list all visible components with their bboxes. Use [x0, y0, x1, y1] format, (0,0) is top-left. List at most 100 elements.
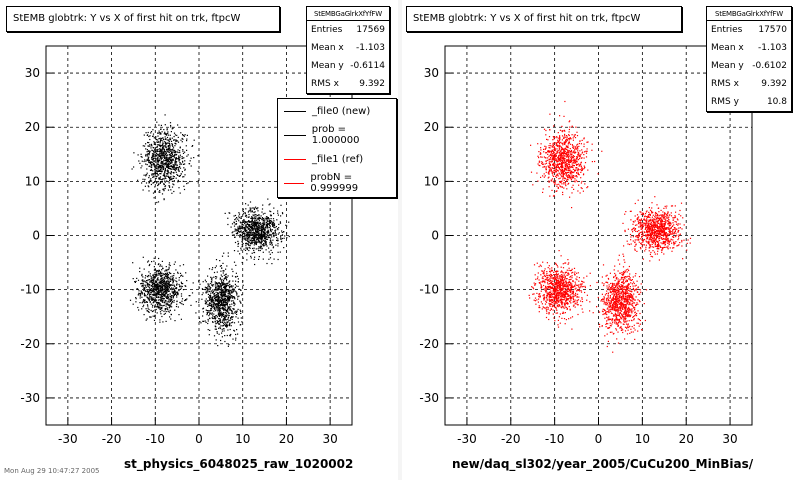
scatter-point [209, 294, 211, 297]
scatter-point [153, 293, 155, 295]
scatter-point [164, 275, 166, 277]
scatter-point [249, 236, 251, 238]
scatter-point [215, 265, 217, 267]
scatter-point [132, 303, 134, 305]
scatter-point [578, 145, 580, 147]
scatter-point [567, 147, 569, 149]
scatter-point [158, 183, 160, 185]
scatter-point [220, 265, 222, 267]
scatter-point [164, 282, 166, 284]
scatter-point [664, 232, 666, 234]
scatter-point [164, 291, 166, 293]
scatter-point [204, 279, 206, 281]
scatter-point [166, 164, 169, 166]
scatter-point [253, 225, 255, 227]
scatter-point [168, 262, 171, 264]
scatter-point [217, 289, 219, 291]
scatter-point [171, 155, 173, 157]
scatter-point [565, 165, 567, 168]
scatter-point [151, 153, 154, 155]
scatter-point [245, 247, 247, 249]
scatter-point [262, 234, 264, 236]
scatter-point [569, 177, 571, 179]
scatter-point [228, 296, 231, 298]
scatter-point [223, 291, 225, 293]
scatter-point [221, 316, 223, 318]
scatter-point [162, 285, 164, 287]
scatter-point [223, 274, 225, 276]
scatter-point [172, 276, 174, 279]
scatter-point [158, 141, 160, 143]
scatter-point [141, 308, 143, 310]
scatter-point [661, 215, 663, 217]
scatter-point [168, 185, 170, 187]
scatter-point [574, 175, 576, 177]
scatter-point [152, 157, 154, 160]
scatter-point [190, 157, 192, 159]
scatter-point [256, 230, 258, 232]
scatter-point [566, 171, 569, 174]
scatter-point [162, 299, 164, 301]
scatter-point [559, 154, 561, 156]
scatter-point [558, 173, 560, 175]
scatter-point [562, 160, 564, 162]
scatter-point [164, 145, 166, 147]
scatter-point [624, 230, 626, 233]
scatter-point [146, 304, 149, 306]
scatter-point [567, 143, 569, 145]
scatter-point [254, 229, 256, 231]
scatter-point [158, 153, 160, 155]
scatter-point [564, 177, 566, 179]
scatter-point [207, 322, 209, 325]
scatter-point [171, 159, 173, 161]
scatter-point [221, 328, 223, 330]
scatter-point [269, 253, 271, 255]
scatter-point [208, 291, 210, 293]
scatter-point [214, 316, 216, 318]
scatter-point [564, 160, 566, 162]
scatter-point [160, 277, 162, 280]
scatter-point [181, 282, 183, 285]
scatter-point [165, 166, 167, 168]
scatter-point [241, 232, 243, 234]
scatter-point [567, 151, 569, 153]
scatter-point [258, 258, 260, 260]
scatter-point [547, 151, 549, 153]
scatter-point [561, 130, 563, 132]
scatter-point [132, 289, 134, 291]
scatter-point [565, 167, 567, 169]
scatter-point [225, 304, 227, 306]
scatter-point [166, 149, 168, 151]
scatter-point [273, 234, 275, 236]
scatter-point [166, 281, 168, 283]
scatter-point [165, 146, 167, 148]
scatter-point [562, 144, 564, 146]
scatter-point [147, 134, 149, 136]
scatter-point [570, 173, 572, 175]
scatter-point [210, 305, 213, 307]
scatter-point [232, 338, 234, 340]
scatter-point [220, 325, 222, 327]
scatter-point [232, 285, 234, 287]
scatter-point [167, 142, 169, 144]
scatter-point [570, 161, 573, 163]
scatter-point [578, 165, 580, 167]
scatter-point [264, 230, 266, 232]
scatter-point [565, 153, 567, 155]
scatter-point [558, 149, 560, 151]
scatter-point [157, 156, 159, 159]
scatter-point [664, 238, 666, 240]
scatter-point [250, 211, 252, 213]
scatter-point [235, 264, 237, 266]
scatter-point [149, 163, 152, 165]
scatter-point [153, 163, 155, 165]
scatter-point [662, 215, 664, 217]
scatter-point [226, 265, 228, 267]
scatter-point [573, 159, 575, 161]
scatter-point [239, 234, 241, 236]
scatter-point [270, 218, 272, 220]
scatter-point [260, 227, 262, 229]
scatter-point [262, 213, 264, 215]
scatter-point [165, 291, 167, 293]
scatter-point [250, 255, 252, 257]
